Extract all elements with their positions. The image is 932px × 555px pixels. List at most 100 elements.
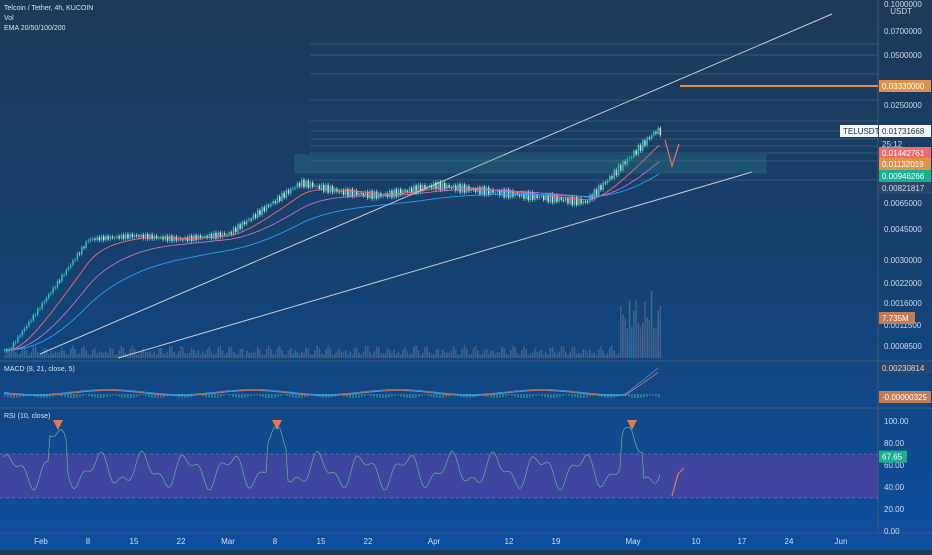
candle-body <box>439 181 442 191</box>
macd-histogram-bar <box>211 394 213 398</box>
candle-body <box>455 185 457 191</box>
rsi-peak-arrow <box>272 420 282 430</box>
volume-bar <box>8 353 10 358</box>
candle-body <box>463 184 466 193</box>
price-tick-label: 0.0250000 <box>884 101 922 110</box>
candle-body <box>136 235 138 237</box>
macd-histogram-bar <box>385 394 387 398</box>
volume-bar <box>518 354 521 358</box>
candle-body <box>543 196 545 200</box>
time-tick-label: 10 <box>692 537 701 546</box>
volume-bar <box>560 346 563 358</box>
volume-bar <box>15 352 17 358</box>
candle-body <box>549 194 552 203</box>
macd-histogram-bar <box>403 394 405 398</box>
volume-bar <box>92 349 94 358</box>
volume-bar <box>386 348 389 358</box>
volume-bar <box>215 353 217 358</box>
volume-bar <box>650 290 653 358</box>
candle-body <box>507 189 510 198</box>
macd-histogram-bar <box>205 394 207 398</box>
volume-bar <box>353 348 356 358</box>
volume-bar <box>173 352 175 358</box>
candle-body <box>67 267 70 270</box>
volume-bar <box>197 350 200 358</box>
volume-bar <box>635 300 637 358</box>
macd-histogram-bar <box>220 394 222 397</box>
candle-body <box>59 280 61 282</box>
macd-histogram-bar <box>322 394 324 398</box>
volume-bar <box>481 354 483 358</box>
volume-label[interactable]: Vol <box>4 15 14 22</box>
candle-body <box>499 190 501 196</box>
macd-histogram-bar <box>181 394 183 398</box>
candle-body <box>340 190 343 193</box>
macd-histogram-bar <box>127 394 129 398</box>
macd-histogram-bar <box>145 394 147 397</box>
candle-body <box>74 259 76 261</box>
macd-histogram-bar <box>427 394 429 396</box>
rsi-label[interactable]: RSI (10, close) <box>4 413 51 420</box>
candle-body <box>642 140 644 151</box>
volume-bar <box>540 349 543 358</box>
rsi-projection-arrow <box>671 467 685 497</box>
macd-histogram-bar <box>262 394 264 398</box>
candle-body <box>316 185 318 187</box>
macd-histogram-bar <box>373 394 375 397</box>
volume-bar <box>474 345 477 358</box>
volume-bar <box>347 354 349 358</box>
volume-bar <box>279 345 281 358</box>
macd-value-tag-bg <box>879 362 931 374</box>
candle-body <box>435 182 437 190</box>
macd-histogram-bar <box>226 394 228 396</box>
macd-histogram-bar <box>544 394 546 398</box>
candle-body <box>404 190 406 192</box>
candle-body <box>362 193 365 196</box>
volume-bar <box>538 351 541 358</box>
volume-bar <box>360 354 362 358</box>
candle-body <box>626 158 629 165</box>
candle-body <box>257 210 259 218</box>
candle-body <box>50 292 52 295</box>
candle-body <box>408 187 411 192</box>
macd-histogram-bar <box>289 394 291 397</box>
candle-body <box>252 214 255 220</box>
rsi-peak-arrow <box>53 420 63 430</box>
candle-body <box>371 190 373 199</box>
macd-histogram-bar <box>448 394 450 397</box>
volume-bar <box>320 353 323 358</box>
ema-label[interactable]: EMA 20/50/100/200 <box>4 25 66 32</box>
macd-histogram-bar <box>430 394 432 397</box>
rsi-line <box>3 427 661 491</box>
candle-body <box>177 238 180 241</box>
candle-body <box>285 190 288 198</box>
macd-histogram-bar <box>583 394 585 398</box>
volume-bar <box>171 346 173 358</box>
candle-body <box>373 191 376 199</box>
candle-body <box>483 186 486 196</box>
volume-bar <box>569 351 571 358</box>
volume-bar <box>611 345 613 358</box>
macd-histogram-bar <box>436 394 438 398</box>
candle-body <box>593 189 596 200</box>
volume-bar <box>466 348 468 358</box>
macd-histogram-bar <box>154 394 156 398</box>
volume-bar <box>657 310 659 358</box>
symbol-title[interactable]: Telcoin / Tether, 4h, KUCOIN <box>4 5 94 12</box>
volume-bar <box>573 347 576 358</box>
macd-histogram-bar <box>274 394 276 398</box>
volume-bar <box>349 351 351 358</box>
volume-bar <box>235 353 237 358</box>
volume-bar <box>318 347 321 358</box>
macd-histogram-bar <box>49 394 51 398</box>
macd-label[interactable]: MACD (8, 21, close, 5) <box>4 366 75 373</box>
ema20-price-tag: 0.01442761 <box>882 149 925 158</box>
candle-body <box>655 131 657 134</box>
macd-histogram-bar <box>163 394 165 398</box>
macd-histogram-bar <box>97 394 99 398</box>
candle-body <box>217 232 219 239</box>
macd-histogram-bar <box>349 394 351 398</box>
volume-bar <box>127 354 129 358</box>
